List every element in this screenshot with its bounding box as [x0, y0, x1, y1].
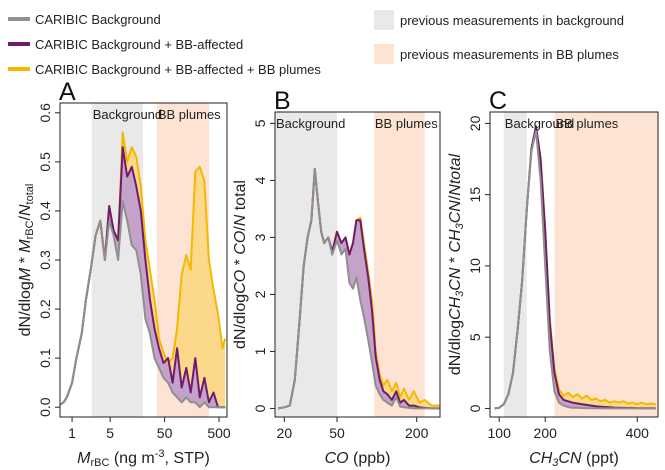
panel-letter: A — [59, 78, 76, 106]
y-tick-label: 3 — [252, 233, 268, 241]
y-tick-label: 0.0 — [37, 397, 53, 417]
y-tick-label: 15 — [467, 187, 483, 203]
x-tick-label: 50 — [157, 425, 173, 441]
plot-frame — [489, 111, 659, 418]
x-tick-label: 5 — [106, 425, 114, 441]
x-tick-label: 200 — [534, 425, 558, 441]
y-tick-label: 4 — [252, 176, 268, 184]
y-tick-label: 0.6 — [37, 103, 53, 123]
region-label-bb-plumes: BB plumes — [158, 107, 221, 122]
x-axis-title: CH3CN (ppt) — [529, 450, 619, 469]
series-line-background — [494, 129, 656, 410]
series-line-background — [278, 168, 440, 410]
x-tick-label: 200 — [405, 425, 429, 441]
y-tick-label: 0.4 — [37, 201, 53, 221]
region-label-background: Background — [276, 116, 345, 131]
legend-swatch-prev-background — [374, 10, 394, 30]
fill-bb-affected — [60, 147, 226, 408]
y-tick-label: 20 — [467, 115, 483, 131]
y-tick-label: 1 — [252, 347, 268, 355]
x-tick-label: 1 — [68, 425, 76, 441]
region-label-background: Background — [93, 107, 162, 122]
y-tick-label: 2 — [252, 290, 268, 298]
region-band-bb-plumes — [554, 112, 658, 417]
y-tick-label: 0 — [467, 404, 483, 412]
plot-frame — [274, 111, 441, 418]
panel-letter: C — [489, 87, 507, 115]
region-label-background: Background — [505, 116, 574, 131]
region-label-bb-plumes: BB plumes — [555, 116, 618, 131]
x-tick-label: 20 — [277, 425, 293, 441]
y-tick-label: 0.5 — [37, 152, 53, 172]
legend-swatch-prev-plumes — [374, 44, 394, 64]
legend-label-bb-affected: CARIBIC Background + BB-affected — [35, 37, 243, 52]
region-label-bb-plumes: BB plumes — [375, 116, 438, 131]
x-tick-label: 500 — [207, 425, 231, 441]
panel-letter: B — [274, 87, 291, 115]
x-tick-label: 400 — [626, 425, 650, 441]
y-tick-label: 10 — [467, 258, 483, 274]
y-axis-title: dN/dlogCO * CO/N total — [232, 180, 249, 349]
y-tick-label: 0 — [252, 404, 268, 412]
x-tick-label: 50 — [329, 425, 345, 441]
series-line-background — [59, 200, 226, 409]
legend-label-prev-plumes: previous measurements in BB plumes — [400, 47, 619, 62]
y-tick-label: 0.3 — [37, 250, 53, 270]
panel-b: Background BB plumes 0 1 2 3 4 5 20 50 200 B CO (ppb… — [232, 87, 441, 467]
y-tick-label: 5 — [252, 119, 268, 127]
y-tick-label: 5 — [467, 333, 483, 341]
x-tick-label: 100 — [488, 425, 512, 441]
x-axis-title: MrBC (ng m-3, STP) — [77, 448, 210, 469]
x-axis-title: CO (ppb) — [325, 450, 391, 467]
legend-label-prev-background: previous measurements in background — [400, 13, 624, 28]
y-tick-label: 0.1 — [37, 348, 53, 368]
legend-label-background: CARIBIC Background — [35, 12, 161, 27]
region-band-background — [275, 112, 338, 417]
region-band-background — [503, 112, 527, 417]
y-axis-title: dN/dlogCH3CN * CH3CN/Ntotal — [447, 153, 466, 375]
legend: CARIBIC Background CARIBIC Background + … — [8, 10, 624, 77]
y-axis-title: dN/dlogM * MrBC/Ntotal — [17, 184, 36, 337]
region-band-bb-plumes — [373, 112, 425, 417]
fill-bb-plumes — [60, 132, 226, 408]
y-tick-label: 0.2 — [37, 299, 53, 319]
legend-label-bb-plumes: CARIBIC Background + BB-affected + BB pl… — [35, 62, 321, 77]
